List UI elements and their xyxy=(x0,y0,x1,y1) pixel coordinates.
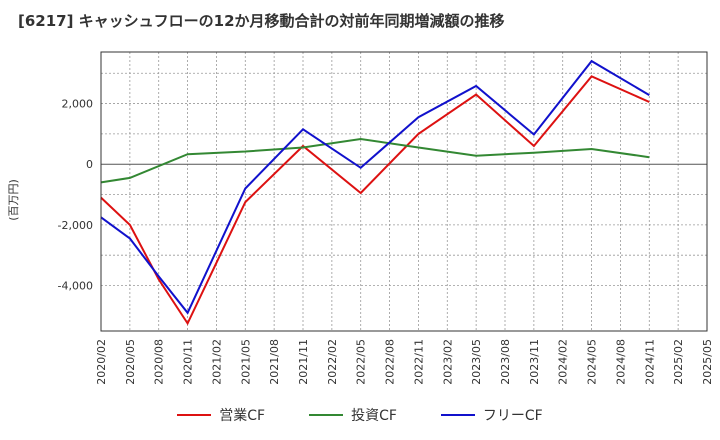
x-tick-label: 2021/11 xyxy=(297,339,310,385)
chart-title: [6217] キャッシュフローの12か月移動合計の対前年同期増減額の推移 xyxy=(18,12,505,30)
legend-swatch xyxy=(440,414,475,416)
x-tick-label: 2023/08 xyxy=(499,339,512,385)
legend-item: 投資CF xyxy=(309,405,397,425)
x-tick-label: 2024/08 xyxy=(614,339,627,385)
y-tick-label: 0 xyxy=(86,158,93,171)
legend-label: 投資CF xyxy=(351,408,397,424)
x-tick-label: 2020/11 xyxy=(182,339,195,385)
x-tick-label: 2025/05 xyxy=(701,339,714,385)
x-tick-label: 2020/05 xyxy=(124,339,137,385)
x-tick-label: 2021/05 xyxy=(239,339,252,385)
legend-swatch xyxy=(177,414,212,416)
x-tick-label: 2021/08 xyxy=(268,339,281,385)
y-tick-label: 2,000 xyxy=(62,98,94,111)
legend-item: 営業CF xyxy=(177,405,265,425)
series-line xyxy=(100,137,650,184)
y-tick-label: -2,000 xyxy=(58,219,93,232)
plot-background xyxy=(101,52,707,331)
x-tick-labels: 2020/02 2020/05 2020/08 2020/11 2021/02 2021/… xyxy=(95,339,714,385)
x-tick-label: 2024/11 xyxy=(643,339,656,385)
grid-layer xyxy=(101,52,707,331)
y-tick-label: -4,000 xyxy=(58,280,93,293)
x-tick-label: 2025/02 xyxy=(672,339,685,385)
x-tick-label: 2023/02 xyxy=(441,339,454,385)
legend-item: フリーCF xyxy=(440,405,543,425)
legend-swatch xyxy=(309,414,344,416)
plot-frame xyxy=(100,51,708,332)
series-layer xyxy=(100,59,650,326)
x-tick-label: 2020/08 xyxy=(153,339,166,385)
x-tick-label: 2020/02 xyxy=(95,339,108,385)
series-line xyxy=(100,59,650,315)
y-tick-labels: 2,000 0 -2,000 -4,000 xyxy=(58,98,93,293)
x-tick-label: 2021/02 xyxy=(210,339,223,385)
x-tick-label: 2022/08 xyxy=(384,339,397,385)
x-tick-label: 2022/05 xyxy=(355,339,368,385)
y-axis-title: (百万円) xyxy=(7,179,20,221)
x-tick-label: 2024/05 xyxy=(586,339,599,385)
x-tick-label: 2023/11 xyxy=(528,339,541,385)
legend-label: フリーCF xyxy=(482,408,543,424)
legend-label: 営業CF xyxy=(219,408,266,424)
x-tick-label: 2022/11 xyxy=(412,339,425,385)
x-tick-label: 2023/05 xyxy=(470,339,483,385)
x-tick-label: 2024/02 xyxy=(557,339,570,385)
x-tick-label: 2022/02 xyxy=(326,339,339,385)
legend: 営業CF 投資CF フリーCF xyxy=(0,404,720,426)
